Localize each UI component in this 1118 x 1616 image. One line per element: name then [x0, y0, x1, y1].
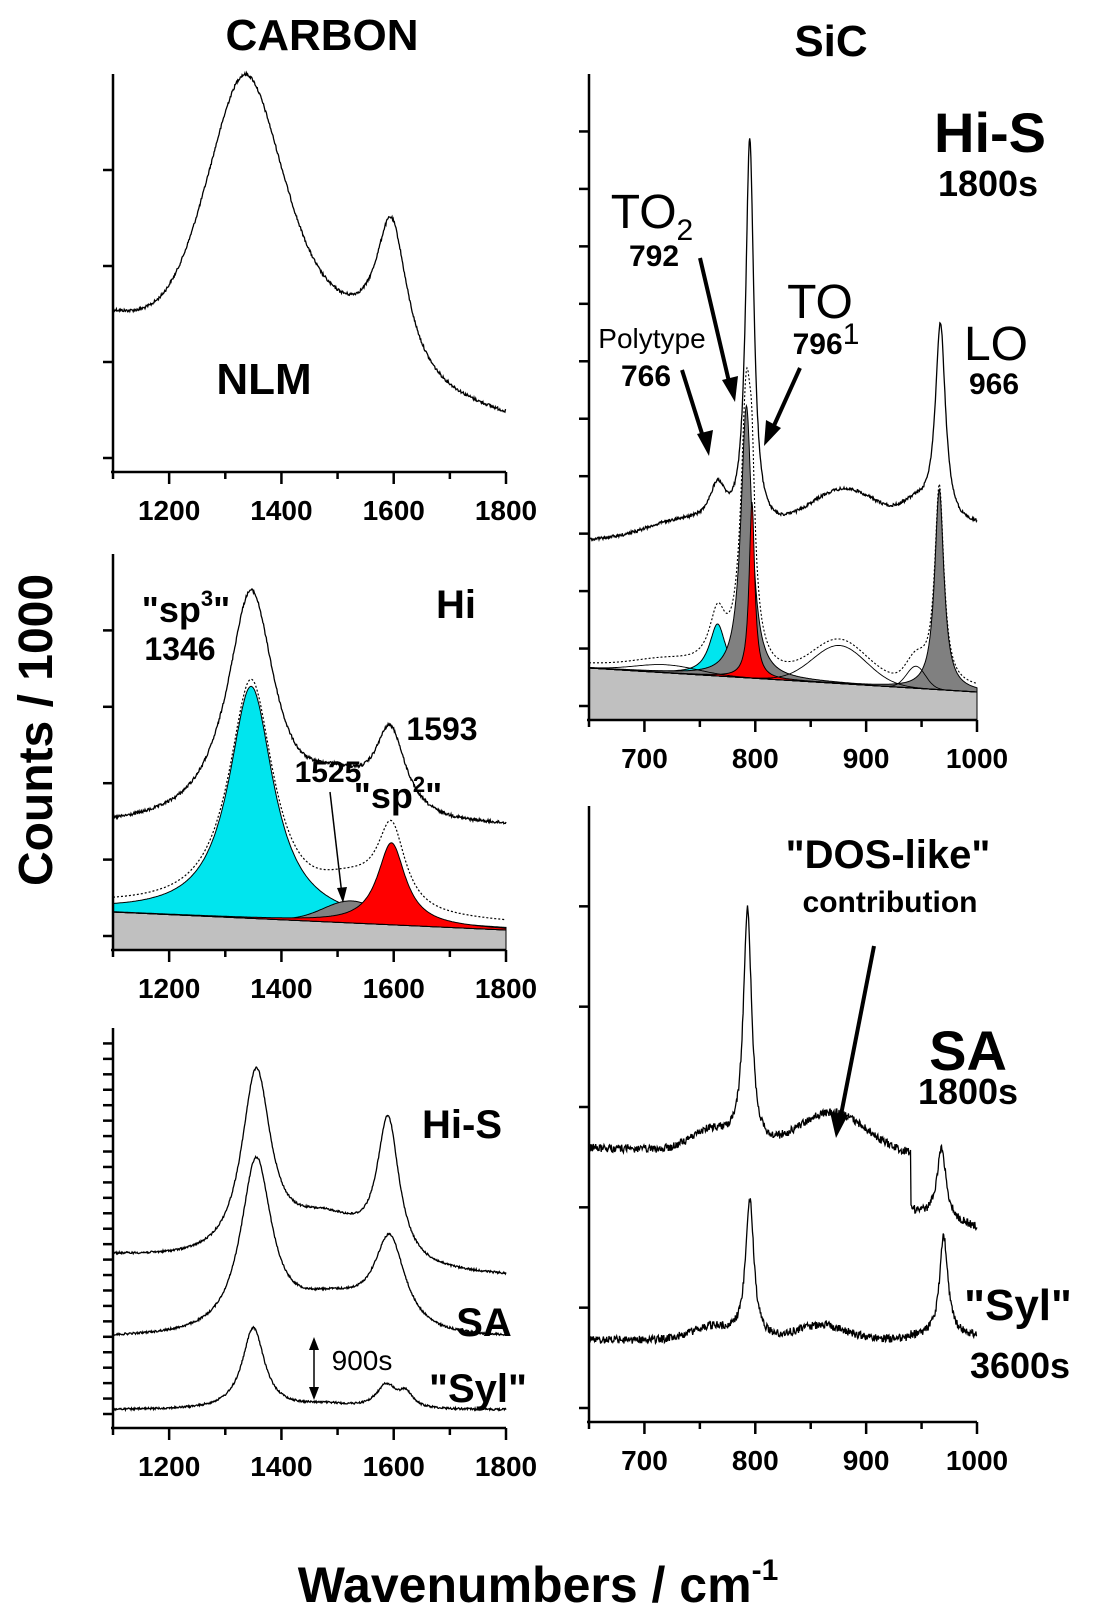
to2-arrow-head [722, 376, 738, 402]
series-line-syl [112, 1325, 507, 1413]
to1-arrow-head [764, 420, 781, 446]
sp2-label: "sp2" [354, 772, 442, 816]
col-right-title: SiC [794, 17, 867, 66]
x-tick-label: 1400 [250, 973, 312, 1004]
series-line-his [112, 1066, 507, 1276]
sp2-position: 1593 [406, 711, 477, 747]
fills [588, 403, 978, 721]
dos-label: "DOS-like" [786, 833, 991, 877]
dos-arrow-head [830, 1112, 848, 1138]
series-lines [588, 905, 978, 1345]
syl-time-label: 3600s [970, 1345, 1070, 1386]
sa-sample-label: SA [929, 1019, 1007, 1082]
fit-component-2 [588, 664, 978, 693]
double-arrow-head-bottom [309, 1387, 319, 1400]
his-time-label: 1800s [938, 163, 1038, 204]
mid-arrow [329, 791, 343, 896]
x-axis-label: Wavenumbers / cm-1 [298, 1554, 779, 1613]
x-tick-label: 700 [621, 743, 668, 774]
axes: 1200 1400 1600 1800 [103, 74, 537, 526]
series-line-syl [588, 1198, 978, 1345]
lo-position: 966 [969, 368, 1019, 401]
lo-label: LO [964, 318, 1028, 371]
axes: 700 800 900 1000 [579, 74, 1008, 774]
x-tick-label: 1200 [138, 973, 200, 1004]
polytype-position: 766 [621, 360, 671, 393]
x-tick-label: 800 [732, 1445, 779, 1476]
x-tick-label: 1200 [138, 1451, 200, 1482]
fit-envelope [112, 678, 507, 921]
dos-sub-label: contribution [803, 886, 978, 919]
his-label: Hi-S [422, 1103, 502, 1147]
x-tick-label: 1000 [946, 1445, 1008, 1476]
x-tick-label: 1000 [946, 743, 1008, 774]
series-lines [588, 138, 978, 684]
mid-position: 1525 [295, 756, 362, 789]
to1-arrow [770, 367, 802, 431]
series-line-his [588, 138, 978, 542]
nlm-label: NLM [216, 355, 311, 404]
syl-label: "Syl" [429, 1367, 527, 1411]
series-line-nlm [112, 70, 507, 414]
y-axis-label: Counts / 1000 [10, 574, 63, 886]
x-tick-label: 1200 [138, 495, 200, 526]
panel-carbon-stack: 1200 1400 1600 1800 Hi-S SA "Syl" 900s [103, 1028, 537, 1482]
fill-to2 [588, 403, 978, 693]
syl-sample-label: "Syl" [964, 1281, 1072, 1330]
series-lines [112, 1066, 507, 1413]
svg-text:Wavenumbers / cm-1: Wavenumbers / cm-1 [298, 1554, 779, 1613]
series-lines [112, 70, 507, 414]
to1-position: 7961 [793, 318, 860, 361]
x-tick-label: 800 [732, 743, 779, 774]
his-sample-label: Hi-S [934, 101, 1046, 164]
polytype-arrow [680, 369, 706, 441]
polytype-arrow-head [697, 430, 713, 456]
sp3-position: 1346 [144, 631, 215, 667]
series-line-hi [112, 588, 507, 825]
series-lines [112, 588, 507, 921]
hi-label: Hi [436, 583, 476, 627]
x-tick-label: 1800 [475, 1451, 537, 1482]
fit-envelope [588, 366, 978, 684]
x-tick-label: 1400 [250, 1451, 312, 1482]
x-tick-label: 900 [843, 1445, 890, 1476]
time-label-900s: 900s [332, 1345, 393, 1376]
panel-sic-his: 700 800 900 1000 Hi-S 1800s TO2 792 TO 7961… [579, 74, 1046, 774]
mid-arrow-head [337, 887, 347, 903]
panel-carbon-nlm: 1200 1400 1600 1800 NLM [103, 70, 537, 526]
x-tick-label: 1600 [363, 495, 425, 526]
to2-position: 792 [629, 240, 679, 273]
to2-arrow [698, 257, 732, 387]
x-tick-label: 1400 [250, 495, 312, 526]
x-tick-label: 900 [843, 743, 890, 774]
axes: 700 800 900 1000 [579, 806, 1008, 1476]
col-left-title: CARBON [225, 11, 418, 60]
axes: 1200 1400 1600 1800 [103, 554, 537, 1004]
x-tick-label: 1800 [475, 495, 537, 526]
axes: 1200 1400 1600 1800 [103, 1028, 537, 1482]
sa-label: SA [456, 1301, 512, 1345]
x-tick-label: 700 [621, 1445, 668, 1476]
fill-sp2 [112, 842, 507, 931]
fills [112, 685, 507, 951]
series-line-sa [112, 1155, 507, 1337]
x-tick-label: 1800 [475, 973, 537, 1004]
polytype-label: Polytype [598, 323, 705, 354]
sp3-label: "sp3" [142, 586, 230, 630]
to2-label: TO2 [611, 186, 693, 247]
sa-time-label: 1800s [918, 1071, 1018, 1112]
x-tick-label: 1600 [363, 1451, 425, 1482]
panel-sic-stack: 700 800 900 1000 "DOS-like" contribution SA… [579, 806, 1072, 1476]
to1-label: TO [787, 276, 853, 329]
double-arrow-head-top [309, 1337, 319, 1350]
dos-arrow [838, 945, 876, 1121]
x-tick-label: 1600 [363, 973, 425, 1004]
series-line-sa [588, 905, 978, 1232]
panel-carbon-hi: 1200 1400 1600 1800 Hi "sp3" 1346 "sp2" 159… [103, 554, 537, 1004]
fill-lo [588, 487, 978, 693]
